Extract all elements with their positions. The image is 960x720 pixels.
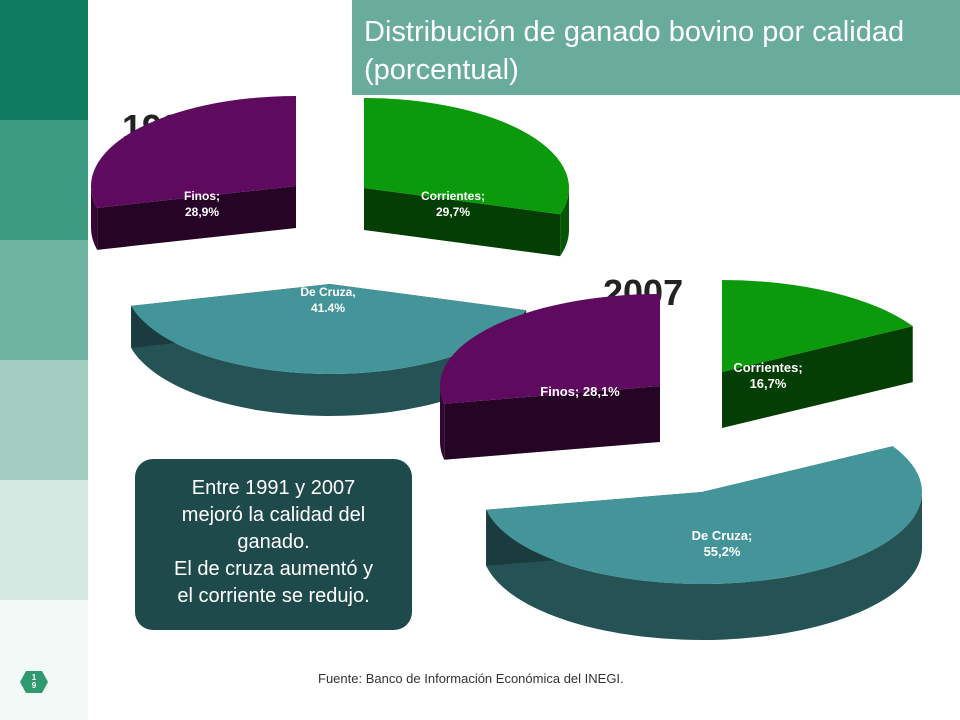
sidebar-decoration	[0, 0, 88, 720]
slice-label: Finos; 28,1%	[540, 384, 620, 399]
slice-top	[364, 98, 569, 215]
sidebar-band	[0, 240, 88, 360]
slice-top	[91, 96, 297, 208]
slice-outer-wall	[440, 386, 445, 460]
note-line: el corriente se redujo.	[177, 585, 370, 607]
pie-: Corrientes;16,7% De Cruza;55,2% Finos; 28,…	[440, 280, 923, 640]
pie-slice-finos	[440, 294, 660, 460]
pie-slice-de-cruza	[486, 446, 923, 640]
note-line: ganado.	[237, 531, 310, 553]
slice-outer-wall	[486, 492, 922, 640]
slide-title: Distribución de ganado bovino por calida…	[352, 0, 960, 95]
slice-outer-wall	[560, 188, 569, 257]
sidebar-band	[0, 600, 88, 720]
slice-outer-wall	[131, 305, 527, 416]
slice-outer-wall	[91, 186, 98, 250]
page-number-badge: 1 9	[20, 671, 48, 693]
pie-slice-corrientes	[722, 280, 913, 428]
pie-slice-finos	[91, 96, 297, 250]
slice-top	[722, 280, 913, 372]
sidebar-band	[0, 0, 88, 120]
slice-cut-face	[444, 386, 660, 460]
note-line: mejoró la calidad del	[181, 504, 366, 526]
badge-shape	[20, 671, 48, 693]
slice-top	[486, 446, 923, 585]
pie-slice-de-cruza	[131, 284, 527, 416]
slice-label-name: Finos;	[184, 189, 220, 203]
page-digit: 1	[31, 673, 37, 682]
conclusion-note: Entre 1991 y 2007 mejoró la calidad del …	[135, 459, 412, 630]
source-note: Fuente: Banco de Información Económica d…	[318, 671, 624, 686]
note-line: El de cruza aumentó y	[174, 558, 373, 580]
pie-: Corrientes; 29,7% De Cruza, 41.4% Finos; 28,9…	[91, 96, 569, 416]
page-number: 1 9	[20, 674, 48, 690]
sidebar-band	[0, 480, 88, 600]
slice-label-value: 28,9%	[185, 205, 219, 219]
slice-label-name: De Cruza;	[692, 528, 753, 543]
page-digit: 9	[31, 681, 37, 690]
slice-top	[440, 294, 660, 404]
sidebar-band	[0, 360, 88, 480]
slice-label-value: 41.4%	[311, 301, 345, 315]
slice-cut-face	[722, 326, 913, 428]
slice-label-name: Corrientes;	[733, 360, 802, 375]
note-line: Entre 1991 y 2007	[191, 477, 356, 499]
slice-label-value: 55,2%	[704, 544, 741, 559]
slice-label-value: 29,7%	[436, 205, 470, 219]
slice-top	[131, 284, 527, 374]
sidebar-band	[0, 120, 88, 240]
slice-cut-face	[364, 188, 561, 257]
pie-slice-corrientes	[364, 98, 569, 257]
slice-label-value: 16,7%	[750, 376, 787, 391]
slice-label-name: Corrientes;	[421, 189, 485, 203]
slice-label-name: De Cruza,	[300, 285, 355, 299]
slice-cut-face	[97, 186, 296, 250]
